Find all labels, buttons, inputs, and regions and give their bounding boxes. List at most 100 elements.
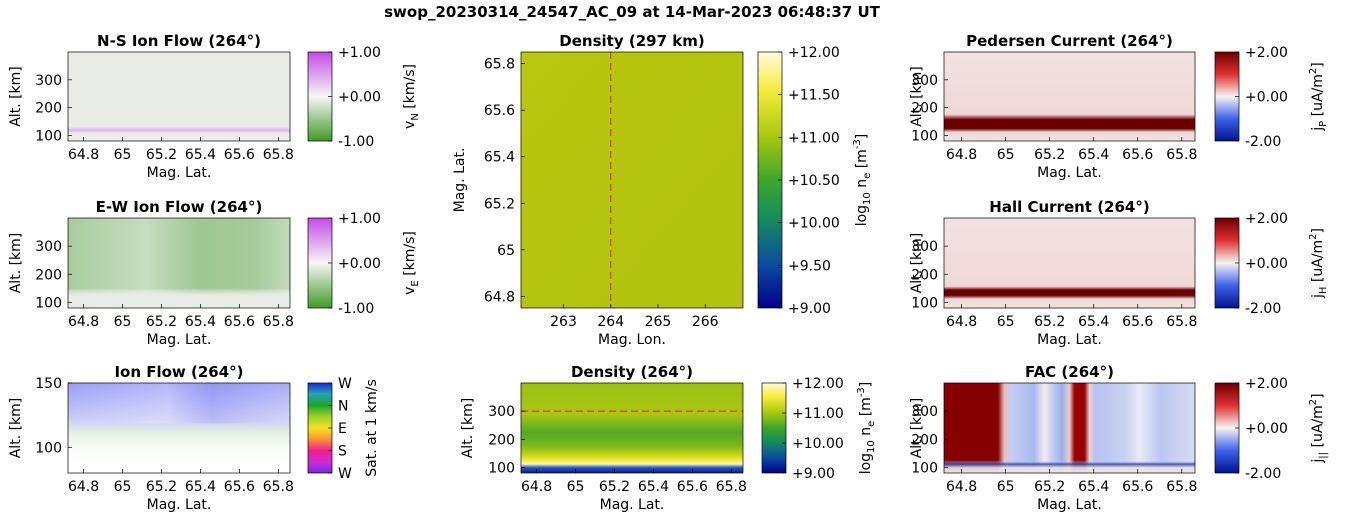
x-axis-label: Mag. Lat. [1037, 497, 1102, 513]
x-tick-label: 65.8 [1166, 147, 1197, 163]
y-tick-label: 200 [911, 432, 938, 448]
y-tick-label: 300 [35, 73, 62, 89]
y-tick-label: 100 [35, 295, 62, 311]
x-tick-label: 64.8 [68, 479, 99, 495]
y-tick-label: 300 [35, 239, 62, 255]
colorbar-tick-label: +0.00 [1245, 256, 1288, 272]
heatmap-image [944, 218, 1195, 308]
x-tick-label: 64.8 [946, 479, 977, 495]
y-tick-label: 200 [911, 267, 938, 283]
panel-hall-current: 64.8 65 65.2 65.4 65.6 65.8 100 200 300 Hall Curr… [909, 198, 1329, 348]
x-tick-label: 65.2 [1034, 147, 1065, 163]
colorbar-label: Sat. at 1 km/s [364, 379, 380, 477]
x-tick-label: 65.6 [1122, 314, 1153, 330]
x-tick-label: 65.4 [185, 479, 216, 495]
x-tick-label: 65.6 [224, 147, 255, 163]
y-tick-label: 64.8 [484, 289, 515, 305]
x-axis-label: Mag. Lat. [1037, 165, 1102, 181]
colorbar-tick-label: +9.00 [788, 301, 831, 317]
x-tick-label: 65.6 [224, 314, 255, 330]
panel-ion-flow: 64.8 65 65.2 65.4 65.6 65.8 100 150 Ion Flow (26… [8, 363, 380, 513]
panel-title: Hall Current (264°) [989, 198, 1149, 216]
panel-title: FAC (264°) [1025, 363, 1114, 381]
panel-ns-ion-flow: 64.8 65 65.2 65.4 65.6 65.8 100 200 300 N-S Ion F… [8, 32, 421, 181]
colorbar-label: jP [uA/m2] [1308, 62, 1329, 131]
x-tick-label: 65 [997, 147, 1015, 163]
colorbar-label: jH [uA/m2] [1308, 228, 1329, 299]
y-tick-label: 100 [911, 295, 938, 311]
x-tick-label: 64.8 [68, 147, 99, 163]
x-tick-label: 64.8 [68, 314, 99, 330]
y-axis-label: Alt. [km] [8, 233, 24, 294]
colorbar-tick-label: +10.50 [788, 173, 840, 189]
colorbar-tick-label: +11.00 [788, 130, 840, 146]
x-tick-label: 65.6 [224, 479, 255, 495]
colorbar-tick-label: +2.00 [1245, 45, 1288, 61]
x-tick-label: 65 [114, 479, 132, 495]
colorbar-tick-label: +11.50 [788, 88, 840, 104]
x-tick-label: 65 [997, 314, 1015, 330]
colorbar-tick-label: +0.00 [1245, 90, 1288, 106]
panel-title: E-W Ion Flow (264°) [96, 198, 263, 216]
x-tick-label: 65.4 [185, 314, 216, 330]
y-tick-label: 100 [35, 128, 62, 144]
colorbar-tick-label: +10.00 [792, 436, 844, 452]
x-tick-label: 65.8 [263, 479, 294, 495]
x-tick-label: 65.6 [1122, 147, 1153, 163]
y-tick-label: 300 [911, 73, 938, 89]
panel-ew-ion-flow: 64.8 65 65.2 65.4 65.6 65.8 100 200 300 E-W Ion F… [8, 198, 421, 348]
y-axis-label: Alt. [km] [460, 398, 476, 459]
y-tick-label: 65 [497, 243, 515, 259]
colorbar-tick-label: +2.00 [1245, 376, 1288, 392]
colorbar-tick-label: -2.00 [1245, 134, 1281, 150]
colorbar-tick-label: S [338, 444, 347, 460]
colorbar-tick-label: +11.00 [792, 406, 844, 422]
x-tick-label: 64.8 [521, 479, 552, 495]
colorbar-tick-label: -2.00 [1245, 301, 1281, 317]
colorbar-tick-label: +0.00 [1245, 421, 1288, 437]
panel-fac: 64.8 65 65.2 65.4 65.6 65.8 100 200 300 FAC (264°… [909, 363, 1329, 513]
y-axis-label: Alt. [km] [909, 233, 925, 294]
colorbar-tick-label: W [338, 466, 352, 482]
heatmap-low-altitude [944, 383, 1195, 473]
axes-frame [520, 51, 744, 309]
figure-title: swop_20230314_24547_AC_09 at 14-Mar-2023… [384, 3, 881, 21]
y-tick-label: 65.2 [484, 196, 515, 212]
y-tick-label: 100 [911, 460, 938, 476]
heatmap-low-altitude [68, 218, 290, 308]
x-axis-label: Mag. Lon. [598, 332, 666, 348]
x-tick-label: 65.2 [146, 147, 177, 163]
colorbar-tick-label: +9.00 [792, 466, 835, 482]
x-tick-label: 65.2 [1034, 479, 1065, 495]
y-tick-label: 200 [488, 432, 515, 448]
colorbar-tick-label: +10.00 [788, 216, 840, 232]
x-tick-label: 65.8 [716, 479, 747, 495]
colorbar-label: j|| [uA/m2] [1308, 393, 1329, 463]
y-tick-label: 200 [35, 267, 62, 283]
colorbar-tick-label: E [338, 421, 347, 437]
x-tick-label: 65.4 [638, 479, 669, 495]
colorbar-tick-label: +12.00 [792, 376, 844, 392]
x-tick-label: 65.6 [1122, 479, 1153, 495]
colorbar [761, 382, 787, 474]
x-tick-label: 65.4 [1078, 479, 1109, 495]
x-tick-label: 65.2 [1034, 314, 1065, 330]
x-tick-label: 65.2 [146, 314, 177, 330]
x-tick-label: 65.2 [146, 479, 177, 495]
heatmap-image [521, 52, 743, 308]
x-axis-label: Mag. Lat. [1037, 332, 1102, 348]
axes-frame [943, 217, 1196, 309]
x-axis-label: Mag. Lat. [147, 497, 212, 513]
x-tick-label: 65.8 [263, 147, 294, 163]
y-tick-label: 100 [35, 440, 62, 456]
axes-frame [67, 217, 291, 309]
x-axis-label: Mag. Lat. [600, 497, 665, 513]
colorbar-tick-label: W [338, 376, 352, 392]
colorbar-tick-label: +2.00 [1245, 211, 1288, 227]
x-tick-label: 65 [567, 479, 585, 495]
panel-title: Density (297 km) [559, 32, 704, 50]
colorbar-tick-label: -1.00 [338, 134, 374, 150]
y-tick-label: 150 [35, 376, 62, 392]
x-tick-label: 65.4 [1078, 147, 1109, 163]
y-axis-label: Alt. [km] [8, 66, 24, 127]
